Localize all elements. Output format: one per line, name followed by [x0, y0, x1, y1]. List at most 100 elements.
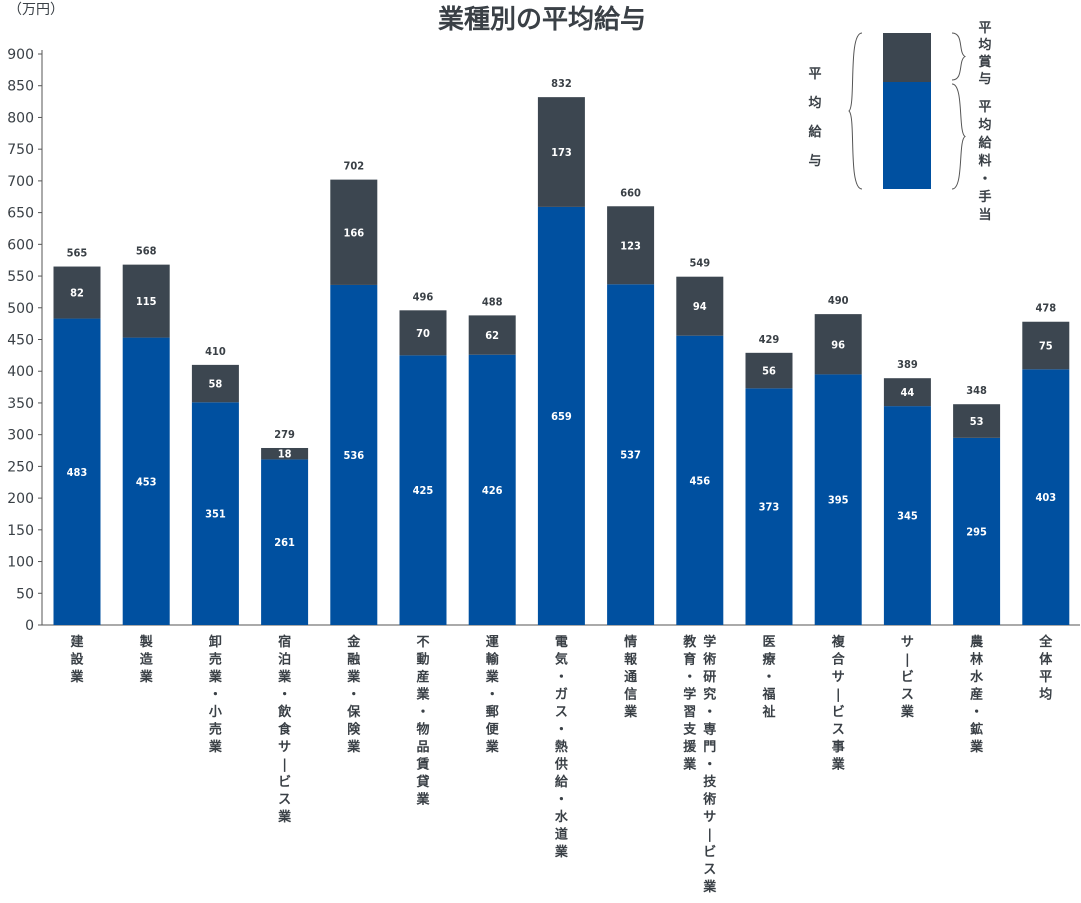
category-char: ・ — [278, 688, 291, 703]
legend-brace-bonus — [951, 32, 967, 81]
legend-char: 平 — [978, 100, 991, 115]
category-char: 製 — [139, 634, 153, 650]
category-char: 小 — [209, 705, 222, 720]
category-char: ・ — [970, 705, 983, 720]
category-char: ・ — [555, 723, 568, 738]
legend-char: 与 — [978, 72, 991, 87]
category-char: 業 — [277, 809, 292, 825]
category-label: 電気・ガス・熱供給・水道業 — [554, 635, 569, 860]
category-char: サ — [703, 810, 716, 825]
category-char: ス — [703, 863, 716, 878]
category-char: 業 — [69, 669, 84, 685]
data-label-salary: 537 — [620, 449, 641, 462]
category-char: ス — [555, 705, 568, 720]
y-tick-label: 750 — [7, 142, 34, 158]
category-char: 建 — [70, 634, 83, 650]
bar-segment-bonus — [745, 352, 793, 389]
data-label-bonus: 62 — [485, 329, 499, 342]
category-char: 術 — [702, 652, 716, 668]
category-char: 水 — [555, 809, 569, 825]
category-char: 門 — [703, 740, 716, 755]
y-tick-label: 450 — [7, 333, 34, 349]
y-tick-label: 800 — [7, 110, 34, 126]
category-char: 業 — [346, 669, 361, 685]
data-label-salary: 425 — [413, 484, 434, 497]
category-label: 卸売業・小売業 — [208, 634, 223, 755]
y-tick-label: 50 — [16, 586, 34, 602]
category-char: 全 — [1038, 634, 1053, 650]
bar-segment-salary — [883, 406, 931, 625]
category-char: 造 — [140, 652, 154, 668]
category-char: 通 — [624, 669, 637, 685]
data-label-bonus: 94 — [693, 300, 707, 313]
category-char: 郵 — [486, 704, 499, 720]
data-label-salary: 659 — [551, 410, 572, 423]
category-char: 不 — [416, 635, 429, 650]
data-label-salary: 395 — [828, 494, 849, 507]
category-char: 合 — [832, 652, 846, 668]
category-char: 熱 — [555, 739, 568, 755]
category-char: 習 — [683, 705, 696, 720]
category-char: 信 — [624, 687, 637, 703]
data-label-total: 568 — [136, 245, 157, 258]
category-char: ・ — [486, 688, 499, 703]
bar-segment-salary — [261, 459, 309, 625]
data-label-total: 490 — [828, 294, 849, 307]
category-char: 保 — [346, 704, 361, 720]
y-tick-label: 400 — [7, 364, 34, 380]
category-char: 品 — [416, 740, 429, 755]
bar-segment-salary — [537, 206, 585, 625]
category-label: サ |ビス業 — [900, 635, 915, 720]
bar-segment-salary — [814, 374, 862, 625]
category-char: ビ — [901, 669, 914, 685]
category-char: ・ — [683, 670, 696, 685]
category-char: ・ — [347, 688, 360, 703]
y-tick-label: 250 — [7, 459, 34, 475]
category-char: 売 — [209, 652, 222, 668]
category-char: 輸 — [486, 652, 500, 668]
category-char: ビ — [832, 704, 845, 720]
data-label-bonus: 173 — [551, 146, 572, 159]
category-char: ガ — [555, 688, 568, 703]
bar-segment-bonus — [814, 314, 862, 375]
legend-char: 賞 — [978, 54, 991, 70]
category-char: 業 — [415, 687, 430, 703]
category-char: 水 — [970, 669, 984, 685]
data-label-total: 565 — [67, 247, 88, 260]
bar-segment-salary — [468, 354, 516, 625]
category-char: 研 — [703, 670, 716, 685]
y-tick-label: 850 — [7, 79, 34, 95]
category-char: 平 — [1039, 670, 1052, 685]
y-tick-label: 600 — [7, 237, 34, 253]
category-char: 業 — [139, 669, 154, 685]
category-char: 業 — [623, 704, 638, 720]
category-char: | — [282, 758, 287, 773]
category-char: 事 — [832, 739, 845, 755]
bar-segment-bonus — [883, 378, 931, 407]
y-tick-label: 150 — [7, 523, 34, 539]
category-char: 貸 — [416, 774, 429, 790]
category-char: 泊 — [278, 652, 291, 668]
category-char: 食 — [278, 722, 292, 738]
category-char: ス — [832, 723, 845, 738]
data-label-salary: 373 — [759, 501, 780, 514]
category-char: 農 — [970, 634, 984, 650]
data-label-bonus: 123 — [620, 239, 641, 252]
data-label-total: 496 — [413, 290, 434, 303]
bar-segment-bonus — [53, 266, 101, 319]
legend-char: 均 — [978, 37, 991, 53]
data-label-salary: 403 — [1035, 491, 1056, 504]
category-char: | — [905, 653, 910, 668]
category-char: 学 — [683, 687, 696, 703]
data-label-bonus: 58 — [209, 378, 223, 391]
category-char: 林 — [970, 652, 983, 668]
category-char: 物 — [416, 722, 429, 738]
data-label-total: 410 — [205, 345, 226, 358]
category-char: 教 — [682, 634, 697, 650]
data-label-total: 702 — [343, 160, 364, 173]
legend-brace-salary — [951, 83, 966, 190]
